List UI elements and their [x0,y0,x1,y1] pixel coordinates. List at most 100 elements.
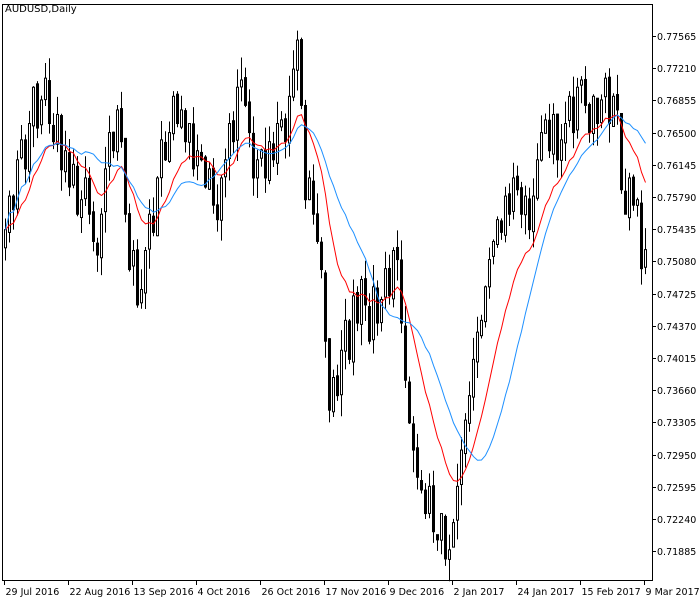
candle [84,156,87,207]
candle-body [100,213,103,259]
y-tick-label: 0.75790 [657,193,696,204]
candle-body [284,118,287,143]
candle [596,97,599,146]
candle-body [40,99,43,126]
candle-body [328,338,331,411]
candle [168,121,171,163]
candle-body [468,395,471,424]
x-axis: 29 Jul 2016 22 Aug 2016 13 Sep 2016 4 Oct 2… [4,580,700,598]
candle [532,178,535,248]
candle-body [324,272,327,342]
candle-body [624,190,627,215]
candle [496,216,499,248]
candle-body [560,139,563,161]
candle [276,101,279,175]
y-tick-label: 0.77565 [657,32,696,43]
candle [540,115,543,162]
y-tick-label: 0.76500 [657,129,696,140]
candle [492,239,495,265]
candle-body [228,123,231,160]
candle-body [412,423,415,451]
candle [184,108,187,153]
candle [180,95,183,130]
x-tick-label: 9 Mar 2017 [646,587,700,598]
candle-body [64,150,67,173]
candle [308,170,311,201]
candle [68,138,71,197]
candle-body [260,149,263,159]
candle [112,131,115,159]
candle-body [540,132,543,161]
candle [36,81,39,139]
candle-body [356,291,359,324]
candle [100,208,103,276]
candle [324,270,327,358]
candle [644,228,647,275]
candle [228,113,231,181]
candle-body [300,39,303,106]
candle [216,184,219,232]
candle-body [16,159,19,210]
candle [236,69,239,161]
candle [408,376,411,425]
y-tick-label: 0.73305 [657,418,696,429]
candle [432,470,435,543]
candle-body [548,119,551,152]
candle-body [364,278,367,306]
candle [456,463,459,540]
candle [16,150,19,216]
candle-body [272,143,275,161]
candle [612,93,615,127]
y-tick-label: 0.74725 [657,290,696,301]
candle-body [304,104,307,201]
candle [148,199,151,269]
candle [388,254,391,305]
candle-body [460,449,463,486]
candle-body [84,177,87,200]
candle [32,86,35,148]
candle [340,330,343,417]
y-tick-label: 0.75435 [657,225,696,236]
candle-body [316,213,319,242]
candle-body [176,93,179,125]
y-tick-label: 0.73660 [657,386,696,397]
candle-body [96,242,99,256]
candle-body [544,119,547,134]
candle [384,251,387,310]
candle [608,68,611,143]
candle-body [500,220,503,233]
candle [140,269,143,309]
candle-body [392,250,395,300]
candle-body [80,199,83,219]
candle-body [320,241,323,271]
candle-body [288,95,291,144]
candle-body [88,177,91,215]
candle-body [132,250,135,267]
candle-body [312,180,315,215]
candle [328,338,331,423]
candle-body [532,195,535,233]
candle-body [108,132,111,167]
candle [92,201,95,252]
candle [52,113,55,150]
candle [264,127,267,193]
candle-body [120,108,123,143]
candle [400,240,403,334]
candle [296,30,299,91]
y-tick-label: 0.74015 [657,354,696,365]
candle [160,121,163,197]
candle [344,298,347,370]
candle-body [600,99,603,124]
y-tick-label: 0.75080 [657,257,696,268]
candle [376,280,379,336]
candle [272,131,275,167]
candle [420,470,423,494]
candle-body [472,358,475,398]
candle-body [336,375,339,397]
candle-body [516,175,519,191]
candle [484,285,487,328]
candle-body [608,76,611,125]
candle-body [428,485,431,514]
candle [440,513,443,555]
y-tick-label: 0.72595 [657,483,696,494]
